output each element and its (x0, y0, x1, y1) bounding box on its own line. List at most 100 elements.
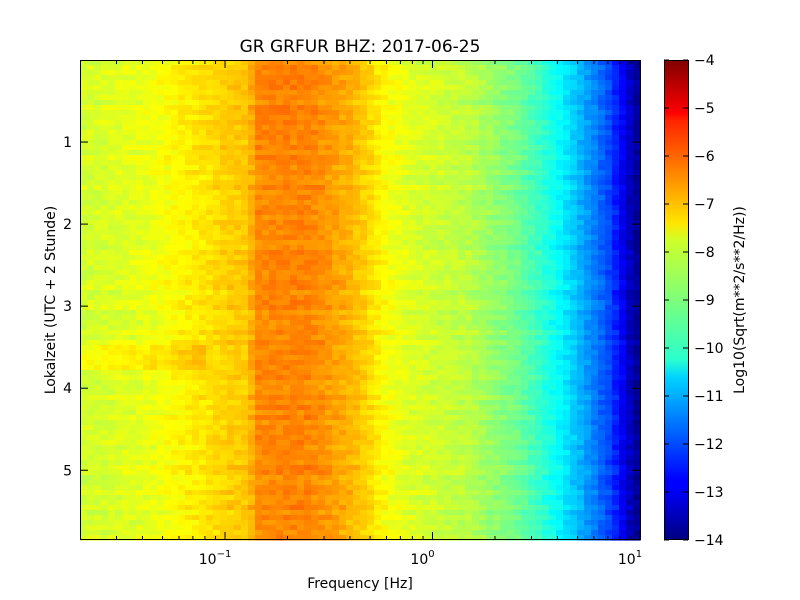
heatmap-cell (115, 235, 123, 241)
heatmap-cell (311, 310, 319, 316)
heatmap-cell (367, 200, 375, 206)
heatmap-cell (213, 355, 221, 361)
heatmap-cell (269, 205, 277, 211)
heatmap-cell (122, 180, 130, 186)
heatmap-cell (262, 320, 270, 326)
heatmap-cell (234, 335, 242, 341)
heatmap-cell (122, 115, 130, 121)
heatmap-cell (108, 90, 116, 96)
heatmap-cell (241, 125, 249, 131)
heatmap-cell (479, 270, 487, 276)
heatmap-cell (577, 340, 585, 346)
heatmap-cell (486, 365, 494, 371)
heatmap-cell (360, 315, 368, 321)
heatmap-cell (591, 110, 599, 116)
heatmap-cell (157, 110, 165, 116)
heatmap-cell (479, 200, 487, 206)
heatmap-cell (633, 340, 641, 346)
heatmap-cell (304, 295, 312, 301)
heatmap-cell (220, 170, 228, 176)
heatmap-cell (227, 165, 235, 171)
heatmap-cell (87, 215, 95, 221)
heatmap-cell (227, 70, 235, 76)
heatmap-cell (360, 360, 368, 366)
heatmap-cell (318, 290, 326, 296)
heatmap-cell (584, 245, 592, 251)
heatmap-cell (332, 170, 340, 176)
heatmap-cell (479, 260, 487, 266)
heatmap-cell (437, 290, 445, 296)
heatmap-cell (199, 305, 207, 311)
heatmap-cell (234, 330, 242, 336)
heatmap-cell (556, 345, 564, 351)
heatmap-cell (122, 85, 130, 91)
heatmap-cell (227, 60, 235, 66)
heatmap-cell (374, 220, 382, 226)
heatmap-cell (297, 65, 305, 71)
heatmap-cell (507, 140, 515, 146)
heatmap-cell (605, 290, 613, 296)
heatmap-cell (304, 140, 312, 146)
heatmap-cell (178, 365, 186, 371)
heatmap-cell (255, 100, 263, 106)
heatmap-cell (633, 200, 641, 206)
heatmap-cell (101, 170, 109, 176)
heatmap-cell (129, 270, 137, 276)
heatmap-cell (325, 285, 333, 291)
heatmap-cell (262, 290, 270, 296)
heatmap-cell (94, 205, 102, 211)
heatmap-cell (535, 270, 543, 276)
heatmap-cell (514, 350, 522, 356)
heatmap-cell (430, 90, 438, 96)
heatmap-cell (297, 165, 305, 171)
heatmap-cell (346, 280, 354, 286)
heatmap-cell (339, 355, 347, 361)
heatmap-cell (115, 140, 123, 146)
heatmap-cell (570, 155, 578, 161)
heatmap-cell (80, 120, 88, 126)
heatmap-cell (528, 300, 536, 306)
heatmap-cell (402, 295, 410, 301)
heatmap-cell (500, 295, 508, 301)
heatmap-cell (136, 65, 144, 71)
heatmap-cell (402, 345, 410, 351)
heatmap-cell (234, 170, 242, 176)
heatmap-cell (416, 195, 424, 201)
heatmap-cell (360, 245, 368, 251)
heatmap-cell (605, 310, 613, 316)
heatmap-cell (500, 310, 508, 316)
heatmap-cell (514, 275, 522, 281)
heatmap-cell (185, 305, 193, 311)
heatmap-cell (157, 165, 165, 171)
heatmap-cell (493, 230, 501, 236)
heatmap-cell (269, 180, 277, 186)
heatmap-cell (283, 90, 291, 96)
heatmap-cell (521, 240, 529, 246)
heatmap-cell (626, 265, 634, 271)
heatmap-cell (381, 165, 389, 171)
heatmap-cell (542, 235, 550, 241)
heatmap-cell (213, 145, 221, 151)
heatmap-cell (437, 245, 445, 251)
heatmap-cell (430, 330, 438, 336)
heatmap-cell (269, 280, 277, 286)
heatmap-cell (563, 255, 571, 261)
heatmap-cell (584, 230, 592, 236)
heatmap-cell (192, 275, 200, 281)
heatmap-cell (521, 190, 529, 196)
heatmap-cell (80, 180, 88, 186)
heatmap-cell (542, 155, 550, 161)
heatmap-cell (563, 330, 571, 336)
heatmap-cell (304, 80, 312, 86)
heatmap-cell (521, 355, 529, 361)
heatmap-cell (213, 330, 221, 336)
heatmap-cell (311, 155, 319, 161)
heatmap-cell (318, 170, 326, 176)
heatmap-cell (395, 285, 403, 291)
heatmap-cell (591, 275, 599, 281)
heatmap-cell (115, 105, 123, 111)
heatmap-cell (472, 90, 480, 96)
heatmap-cell (325, 215, 333, 221)
heatmap-cell (423, 150, 431, 156)
heatmap-cell (507, 335, 515, 341)
